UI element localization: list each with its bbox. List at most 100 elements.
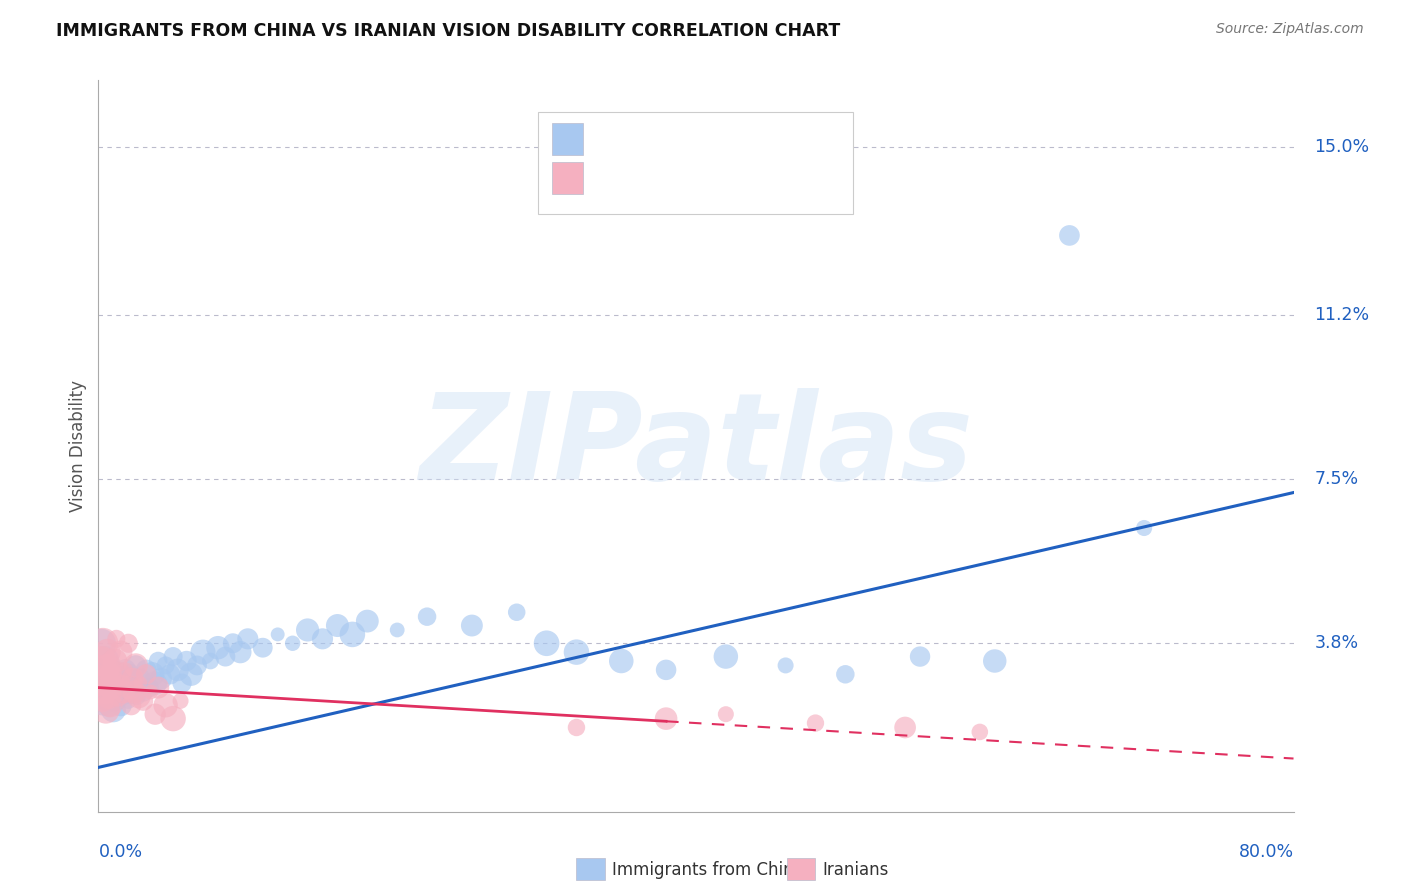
Point: [97, 676, 120, 690]
Point: [155, 698, 177, 713]
Point: [297, 623, 319, 637]
Point: [129, 672, 152, 686]
Point: [894, 721, 917, 735]
Point: [117, 694, 139, 708]
Point: [135, 663, 157, 677]
Point: [120, 685, 142, 699]
Point: [135, 667, 157, 681]
Point: [281, 636, 304, 650]
Point: [124, 685, 146, 699]
Point: [969, 725, 991, 739]
Point: [114, 663, 136, 677]
Point: [125, 658, 148, 673]
Point: [91, 694, 114, 708]
Point: [98, 698, 122, 713]
Point: [565, 645, 588, 659]
Point: [356, 614, 378, 628]
Point: [139, 685, 162, 699]
Point: [111, 672, 134, 686]
Text: R = -0.248   N = 46: R = -0.248 N = 46: [591, 169, 754, 187]
Point: [536, 636, 558, 650]
Point: [834, 667, 856, 681]
Point: [416, 609, 439, 624]
Text: ZIPatlas: ZIPatlas: [419, 387, 973, 505]
Point: [326, 618, 349, 632]
Point: [267, 627, 290, 641]
Text: 15.0%: 15.0%: [1315, 137, 1369, 156]
Point: [506, 605, 529, 619]
Point: [176, 654, 198, 668]
Point: [162, 649, 184, 664]
Point: [207, 640, 229, 655]
Point: [121, 676, 143, 690]
Point: [94, 672, 117, 686]
Point: [714, 649, 737, 664]
Point: [1059, 228, 1081, 243]
Point: [91, 636, 114, 650]
Point: [983, 654, 1005, 668]
Point: [141, 667, 163, 681]
Text: 11.2%: 11.2%: [1315, 306, 1369, 324]
Point: [191, 645, 214, 659]
Point: [120, 698, 142, 713]
Point: [112, 685, 135, 699]
Point: [97, 698, 120, 713]
Point: [111, 676, 134, 690]
Point: [252, 640, 274, 655]
Point: [117, 636, 139, 650]
Point: [655, 712, 678, 726]
Point: [385, 623, 409, 637]
Point: [159, 667, 181, 681]
Point: [90, 654, 112, 668]
Point: [166, 663, 188, 677]
Point: [186, 658, 208, 673]
Point: [132, 694, 155, 708]
Point: [94, 703, 117, 717]
Point: [150, 672, 173, 686]
Point: [90, 636, 112, 650]
Text: Iranians: Iranians: [823, 861, 889, 879]
Point: [110, 645, 132, 659]
Point: [565, 721, 588, 735]
Point: [610, 654, 633, 668]
Point: [236, 632, 259, 646]
Point: [96, 645, 118, 659]
Point: [103, 690, 125, 704]
Point: [98, 663, 122, 677]
Point: [214, 649, 236, 664]
Point: [110, 698, 132, 713]
Point: [96, 658, 118, 673]
Point: [108, 685, 131, 699]
Point: [222, 636, 245, 650]
Point: [143, 676, 166, 690]
Point: [101, 676, 124, 690]
Text: 7.5%: 7.5%: [1315, 470, 1358, 488]
Point: [461, 618, 484, 632]
Point: [108, 667, 131, 681]
Point: [128, 690, 150, 704]
Point: [96, 690, 118, 704]
Point: [114, 663, 136, 677]
Text: Immigrants from China: Immigrants from China: [612, 861, 803, 879]
Point: [162, 712, 184, 726]
Point: [172, 676, 194, 690]
Point: [101, 672, 124, 686]
Point: [93, 685, 115, 699]
Point: [148, 654, 170, 668]
Point: [103, 685, 125, 699]
Point: [112, 690, 135, 704]
Point: [804, 716, 827, 731]
Point: [93, 663, 115, 677]
Point: [105, 632, 128, 646]
Point: [98, 685, 122, 699]
Point: [342, 627, 364, 641]
Point: [908, 649, 931, 664]
Point: [229, 645, 252, 659]
Point: [155, 658, 177, 673]
Point: [94, 667, 117, 681]
Point: [143, 707, 166, 722]
Text: Source: ZipAtlas.com: Source: ZipAtlas.com: [1216, 22, 1364, 37]
Point: [132, 685, 155, 699]
Point: [125, 658, 148, 673]
Point: [121, 672, 143, 686]
